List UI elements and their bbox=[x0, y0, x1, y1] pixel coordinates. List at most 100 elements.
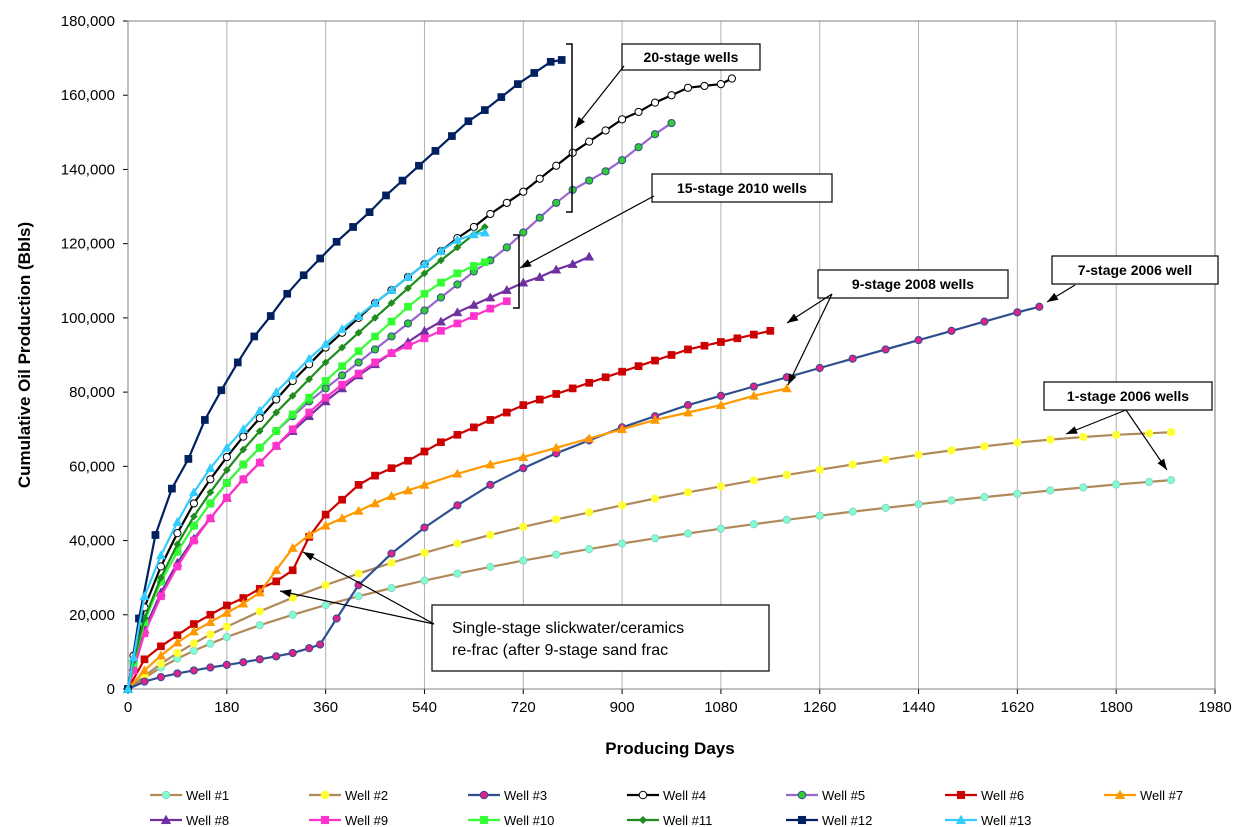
data-point bbox=[353, 310, 364, 320]
data-point bbox=[337, 513, 348, 523]
data-point bbox=[453, 501, 462, 510]
data-point bbox=[448, 132, 456, 140]
data-point bbox=[956, 790, 966, 800]
data-point bbox=[419, 479, 430, 489]
annotation-arrow-line bbox=[302, 551, 435, 625]
annotation-arrowhead bbox=[575, 116, 585, 128]
data-point bbox=[206, 499, 215, 508]
annotation-arrowhead bbox=[788, 373, 797, 385]
x-tick-label: 180 bbox=[214, 699, 239, 716]
series-line bbox=[127, 329, 771, 690]
x-tick-label: 360 bbox=[313, 699, 338, 716]
data-point bbox=[354, 569, 363, 578]
y-tick-label: 20,000 bbox=[69, 607, 115, 624]
data-point bbox=[255, 655, 264, 664]
legend-item: Well #7 bbox=[1104, 788, 1183, 803]
data-point bbox=[601, 126, 610, 135]
data-point bbox=[650, 534, 660, 543]
legend-label: Well #13 bbox=[981, 813, 1031, 827]
data-point bbox=[288, 391, 297, 400]
data-point bbox=[354, 481, 363, 489]
data-point bbox=[255, 458, 264, 467]
data-point bbox=[403, 319, 413, 328]
legend-item: Well #9 bbox=[309, 813, 388, 827]
data-point bbox=[321, 384, 330, 393]
data-point bbox=[404, 284, 412, 293]
data-point bbox=[749, 476, 758, 485]
y-axis-title: Cumulative Oil Production (Bbls) bbox=[15, 222, 34, 488]
data-point bbox=[255, 413, 264, 423]
data-point bbox=[468, 299, 479, 309]
data-point bbox=[320, 790, 330, 800]
series-well-10 bbox=[124, 258, 489, 693]
data-point bbox=[370, 498, 381, 508]
data-point bbox=[782, 515, 791, 524]
data-point bbox=[332, 237, 341, 246]
data-point bbox=[436, 293, 446, 302]
data-point bbox=[404, 456, 412, 465]
data-point bbox=[486, 304, 495, 313]
data-point bbox=[980, 442, 989, 451]
data-point bbox=[288, 425, 297, 434]
data-point bbox=[157, 592, 165, 601]
legend-item: Well #13 bbox=[945, 813, 1031, 827]
legend-item: Well #12 bbox=[786, 813, 872, 827]
data-point bbox=[404, 341, 412, 350]
data-point bbox=[168, 484, 176, 493]
series-well-1 bbox=[123, 475, 1176, 694]
data-point bbox=[650, 98, 660, 107]
data-point bbox=[272, 395, 281, 404]
data-point bbox=[585, 378, 594, 387]
data-point bbox=[271, 387, 282, 396]
annotation-refrac-label: Single-stage slickwater/ceramics bbox=[452, 620, 684, 637]
data-point bbox=[584, 251, 595, 261]
annotation-arrow-line bbox=[519, 195, 655, 269]
data-point bbox=[584, 433, 595, 443]
data-point bbox=[585, 544, 594, 554]
data-point bbox=[552, 550, 561, 559]
data-point bbox=[254, 405, 265, 415]
data-point bbox=[501, 284, 512, 294]
data-point bbox=[452, 468, 463, 478]
data-point bbox=[239, 460, 248, 469]
data-point bbox=[387, 583, 396, 593]
data-point bbox=[386, 490, 397, 500]
data-point bbox=[206, 663, 215, 672]
x-tick-label: 1440 bbox=[902, 699, 935, 716]
data-point bbox=[305, 375, 314, 384]
data-point bbox=[453, 280, 462, 289]
data-point bbox=[815, 363, 824, 373]
data-point bbox=[519, 556, 528, 565]
data-point bbox=[299, 271, 308, 280]
y-tick-label: 180,000 bbox=[61, 13, 115, 30]
annotation-1-stage-box bbox=[1043, 381, 1213, 411]
bracket-20-stage bbox=[566, 43, 573, 213]
data-point bbox=[304, 353, 315, 363]
data-point bbox=[222, 466, 231, 474]
data-point bbox=[338, 343, 347, 352]
data-point bbox=[479, 790, 489, 800]
legend-label: Well #12 bbox=[822, 813, 872, 827]
data-point bbox=[453, 243, 462, 252]
annotation-9-stage-box bbox=[817, 269, 1009, 299]
data-point bbox=[684, 345, 692, 354]
data-point bbox=[815, 511, 824, 520]
x-tick-label: 900 bbox=[610, 699, 635, 716]
data-point bbox=[470, 423, 478, 432]
data-point bbox=[222, 632, 231, 642]
bracket-15-stage bbox=[513, 234, 520, 309]
data-point bbox=[398, 176, 407, 185]
annotations: 20-stage wells 15-stage 2010 wells 9-stage… bbox=[279, 43, 1219, 672]
legend-label: Well #8 bbox=[186, 813, 229, 827]
x-tick-label: 720 bbox=[511, 699, 536, 716]
legend-item: Well #8 bbox=[150, 813, 229, 827]
data-point bbox=[552, 161, 561, 170]
data-point bbox=[354, 347, 363, 356]
data-point bbox=[914, 500, 923, 509]
legend-label: Well #7 bbox=[1140, 788, 1183, 803]
data-point bbox=[881, 503, 890, 512]
data-point bbox=[667, 351, 676, 359]
data-point bbox=[189, 499, 198, 508]
data-point bbox=[173, 529, 182, 538]
axes: 0 180 360 540 720 900 1080 1260 1440 1620 1800 1980… bbox=[61, 13, 1232, 716]
